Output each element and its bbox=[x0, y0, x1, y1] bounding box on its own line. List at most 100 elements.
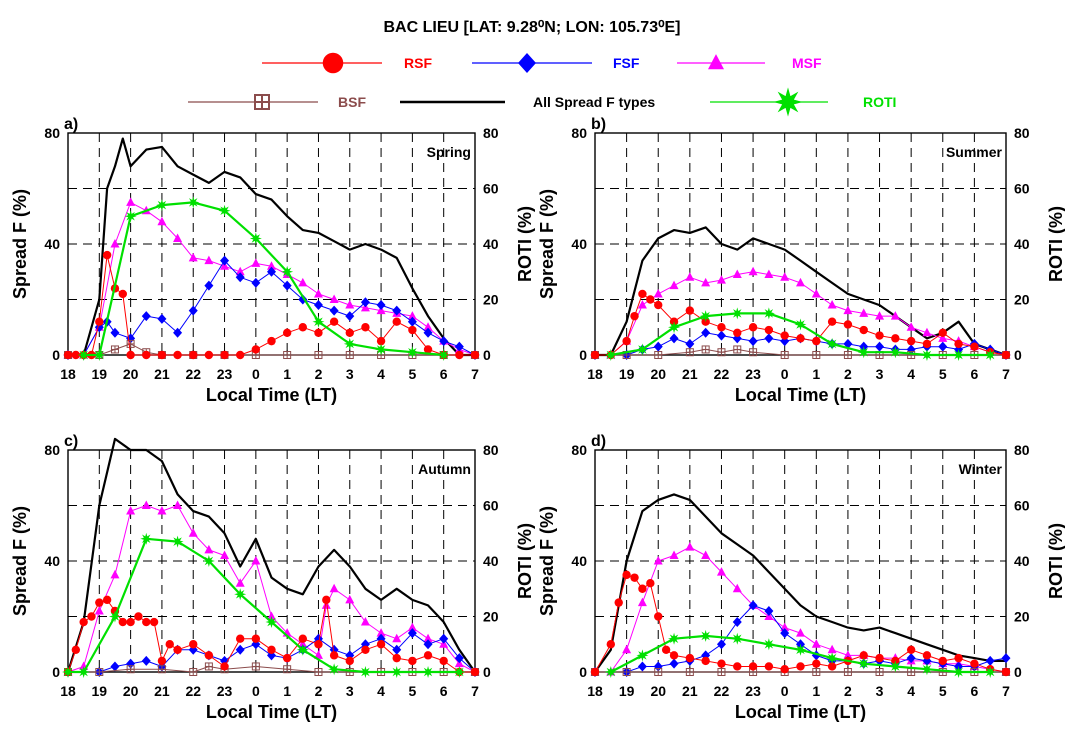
data-point bbox=[282, 328, 292, 337]
data-point bbox=[669, 651, 679, 660]
data-point bbox=[313, 300, 323, 311]
data-point bbox=[826, 652, 839, 665]
x-tick-label: 2 bbox=[315, 683, 323, 699]
data-point bbox=[954, 653, 963, 663]
data-point bbox=[859, 325, 868, 335]
data-point bbox=[748, 323, 758, 332]
data-point bbox=[267, 336, 276, 346]
x-tick-label: 23 bbox=[745, 366, 761, 382]
series-rsf bbox=[590, 570, 1011, 677]
data-point bbox=[360, 617, 370, 626]
data-point bbox=[312, 315, 325, 328]
data-point bbox=[141, 311, 151, 322]
data-point bbox=[345, 656, 354, 666]
x-tick-label: 18 bbox=[60, 366, 76, 382]
panel-label: d) bbox=[591, 433, 606, 450]
data-point bbox=[392, 317, 401, 326]
data-point bbox=[794, 318, 807, 331]
data-point bbox=[235, 578, 245, 587]
data-point bbox=[780, 272, 790, 281]
data-point bbox=[157, 665, 166, 674]
data-point bbox=[638, 289, 647, 299]
data-point bbox=[392, 305, 402, 316]
x-tick-label: 20 bbox=[123, 683, 139, 699]
y-axis-label: Spread F (%) bbox=[537, 506, 557, 616]
data-point bbox=[204, 280, 214, 291]
series-msf bbox=[590, 266, 1011, 359]
data-point bbox=[827, 644, 837, 654]
data-point bbox=[204, 651, 214, 660]
data-point bbox=[685, 306, 695, 315]
data-point bbox=[604, 349, 617, 361]
x-tick-label: 18 bbox=[587, 683, 603, 699]
data-point bbox=[189, 350, 198, 360]
data-point bbox=[636, 649, 649, 662]
series-fsf bbox=[63, 255, 480, 360]
data-point bbox=[296, 643, 309, 656]
data-point bbox=[408, 325, 417, 335]
grid bbox=[595, 450, 1006, 672]
data-point bbox=[731, 307, 744, 320]
data-point bbox=[1001, 667, 1011, 677]
data-point bbox=[110, 569, 120, 579]
series-roti bbox=[604, 307, 997, 361]
y2-tick-label: 60 bbox=[1014, 181, 1030, 197]
data-point bbox=[87, 612, 96, 621]
data-point bbox=[218, 204, 231, 217]
series-line bbox=[67, 505, 476, 673]
plot-frame bbox=[67, 449, 476, 673]
series-all-spread-f-types bbox=[66, 437, 476, 673]
legend-label: FSF bbox=[613, 55, 640, 71]
data-point bbox=[654, 668, 663, 676]
data-point bbox=[118, 617, 127, 627]
x-axis-label: Local Time (LT) bbox=[206, 702, 337, 722]
data-point bbox=[329, 317, 339, 326]
x-tick-label: 2 bbox=[844, 366, 852, 382]
data-point bbox=[748, 662, 758, 671]
data-point bbox=[646, 579, 655, 588]
data-point bbox=[298, 277, 308, 287]
data-point bbox=[108, 610, 121, 623]
data-point bbox=[654, 612, 663, 621]
data-point bbox=[329, 294, 339, 303]
data-point bbox=[126, 506, 136, 515]
data-point bbox=[906, 645, 916, 654]
legend: RSF FSF MSF BSF All Spread F types ROTI bbox=[188, 52, 896, 117]
data-point bbox=[95, 598, 104, 607]
data-point bbox=[314, 351, 323, 359]
data-point bbox=[732, 269, 742, 279]
legend-item-bsf: BSF bbox=[188, 94, 366, 110]
y-tick-label: 40 bbox=[44, 236, 60, 252]
data-point bbox=[748, 600, 758, 611]
data-point bbox=[637, 300, 647, 309]
data-point bbox=[345, 300, 355, 309]
data-point bbox=[345, 311, 355, 322]
data-point bbox=[298, 634, 308, 643]
data-point bbox=[251, 556, 261, 565]
data-point bbox=[281, 265, 294, 278]
data-point bbox=[685, 668, 694, 676]
series-roti bbox=[62, 532, 466, 678]
data-point bbox=[606, 640, 616, 649]
data-point bbox=[437, 349, 450, 361]
data-point bbox=[701, 277, 711, 287]
data-point bbox=[188, 305, 198, 316]
data-point bbox=[406, 346, 419, 359]
y2-tick-label: 20 bbox=[1014, 292, 1030, 308]
data-point bbox=[455, 350, 464, 360]
data-point bbox=[453, 666, 466, 678]
data-point bbox=[171, 535, 184, 548]
data-point bbox=[812, 351, 821, 359]
panel-label: a) bbox=[64, 116, 78, 133]
data-point bbox=[630, 573, 639, 582]
data-point bbox=[173, 233, 183, 242]
data-point bbox=[141, 500, 151, 509]
data-point bbox=[622, 644, 632, 654]
data-point bbox=[622, 668, 631, 676]
data-point bbox=[149, 617, 159, 627]
data-point bbox=[796, 628, 805, 637]
data-point bbox=[811, 288, 821, 298]
data-point bbox=[110, 345, 119, 354]
